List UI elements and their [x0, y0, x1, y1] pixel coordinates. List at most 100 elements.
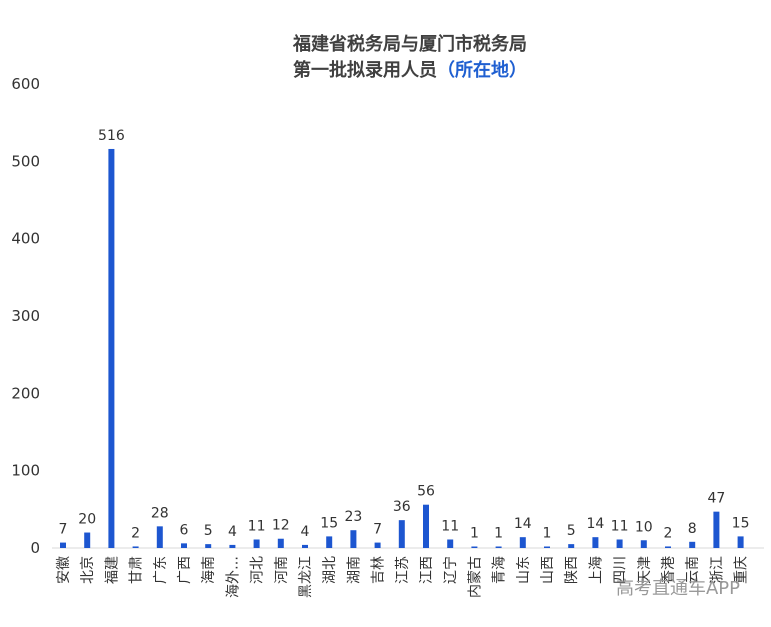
bar — [326, 536, 333, 548]
data-label: 11 — [611, 518, 629, 534]
bar — [592, 537, 599, 548]
bars — [60, 148, 744, 548]
data-label: 5 — [567, 523, 576, 539]
bar — [60, 542, 66, 548]
bar — [495, 546, 502, 548]
y-tick-label: 100 — [11, 462, 40, 480]
data-label: 5 — [204, 523, 213, 539]
bar — [398, 520, 405, 548]
x-tick-label: 河南 — [274, 556, 290, 584]
x-tick-label: 辽宁 — [442, 556, 459, 584]
x-tick-label: 陕西 — [564, 556, 580, 584]
x-tick-label: 四川 — [613, 556, 629, 584]
data-label: 1 — [494, 526, 503, 542]
data-label: 8 — [688, 521, 697, 537]
data-label: 2 — [131, 525, 140, 541]
x-tick-label: 山东 — [516, 556, 532, 584]
watermark-text: 高考直通车APP — [616, 578, 740, 599]
bar — [374, 542, 381, 548]
data-label: 11 — [441, 518, 459, 534]
x-tick-label: 天津 — [637, 556, 653, 584]
data-label: 1 — [470, 526, 479, 542]
bar — [108, 148, 115, 548]
y-axis: 0 100 200 300 400 500 600 — [11, 75, 40, 557]
bar — [665, 546, 671, 548]
y-tick-label: 500 — [11, 152, 40, 170]
bar — [737, 536, 744, 548]
x-tick-label: 青海 — [492, 556, 508, 584]
data-label: 14 — [514, 516, 532, 532]
bar — [132, 546, 139, 548]
x-tick-label: 吉林 — [371, 556, 387, 584]
title-line-2-accent: （所在地） — [437, 59, 527, 81]
data-label: 28 — [151, 505, 169, 521]
x-tick-label: 黑龙江 — [298, 556, 314, 598]
data-label: 20 — [78, 512, 96, 528]
bar — [253, 539, 260, 548]
bar — [277, 538, 284, 548]
x-tick-label: 广西 — [177, 556, 193, 584]
bar — [229, 544, 236, 548]
x-tick-label: 海南 — [201, 556, 217, 584]
data-label: 12 — [272, 518, 290, 534]
x-tick-label: 安徽 — [56, 556, 72, 584]
bar — [471, 546, 478, 548]
x-tick-label: 香港 — [661, 556, 677, 584]
bar — [447, 539, 454, 548]
x-tick-label: 甘肃 — [129, 556, 145, 584]
x-tick-label: 河北 — [250, 556, 266, 584]
data-label: 36 — [393, 499, 411, 515]
y-tick-label: 400 — [11, 230, 40, 248]
bar — [181, 543, 187, 548]
bar — [205, 544, 212, 548]
title-line-2: 第一批拟录用人员（所在地） — [293, 59, 527, 81]
x-tick-label: 江西 — [419, 556, 435, 584]
bar — [156, 526, 163, 548]
data-label: 7 — [59, 522, 68, 538]
data-label: 11 — [248, 518, 266, 534]
x-tick-label: 上海 — [588, 556, 604, 584]
title-line-1: 福建省税务局与厦门市税务局 — [292, 33, 527, 55]
x-tick-label: 浙江 — [709, 556, 725, 584]
data-label: 56 — [417, 484, 435, 500]
bar — [350, 530, 357, 548]
data-label: 10 — [635, 519, 653, 535]
x-tick-label: 北京 — [80, 556, 96, 584]
data-label: 2 — [664, 525, 673, 541]
data-label: 15 — [732, 515, 750, 531]
bar — [713, 511, 720, 548]
data-label: 15 — [320, 515, 338, 531]
bar — [302, 544, 308, 548]
y-tick-label: 300 — [11, 307, 40, 325]
bar — [84, 532, 91, 548]
bar — [616, 539, 623, 548]
y-tick-label: 0 — [30, 539, 40, 557]
data-label: 4 — [228, 524, 237, 540]
data-label: 6 — [180, 522, 189, 538]
x-tick-label: 海外… — [225, 556, 241, 598]
x-tick-label: 湖南 — [346, 556, 362, 584]
x-tick-label: 云南 — [685, 556, 701, 584]
bar — [640, 540, 647, 548]
chart-title: 福建省税务局与厦门市税务局 第一批拟录用人员（所在地） — [292, 33, 527, 81]
data-label: 47 — [707, 491, 725, 507]
bar — [689, 541, 696, 548]
x-tick-label: 湖北 — [322, 556, 338, 584]
bar — [544, 546, 550, 548]
x-axis: 安徽 北京 福建 甘肃 广东 广西 海南 海外… 河北 河南 黑龙江 湖北 湖南 吉林 江苏 江西 辽宁 内蒙古青… — [56, 556, 750, 598]
x-tick-label: 内蒙古 — [467, 556, 483, 598]
data-label: 516 — [98, 128, 125, 144]
bar — [423, 504, 429, 548]
x-tick-label: 江苏 — [395, 556, 411, 584]
x-tick-label: 山西 — [540, 556, 556, 584]
y-tick-label: 600 — [11, 75, 40, 93]
bar — [519, 537, 526, 548]
data-label: 23 — [344, 509, 362, 525]
title-line-2-main: 第一批拟录用人员 — [293, 59, 437, 81]
data-label: 7 — [373, 522, 382, 538]
x-tick-label: 广东 — [153, 556, 169, 584]
data-label: 14 — [586, 516, 604, 532]
data-label: 1 — [543, 526, 552, 542]
